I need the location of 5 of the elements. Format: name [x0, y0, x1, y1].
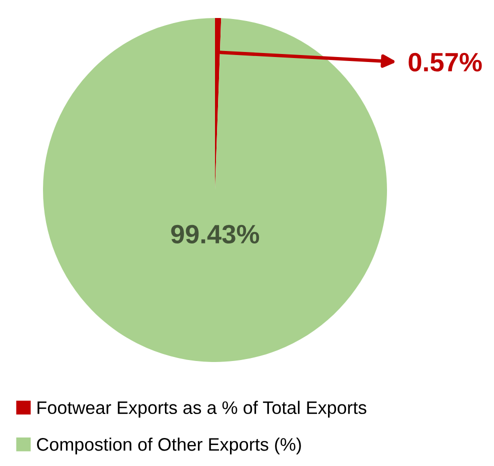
legend-label: Footwear Exports as a % of Total Exports	[38, 400, 366, 418]
data-label: 99.43%	[171, 224, 260, 244]
pie-slice	[43, 18, 387, 362]
data-label: 0.57%	[408, 52, 482, 72]
legend-label: Compostion of Other Exports (%)	[37, 438, 301, 454]
